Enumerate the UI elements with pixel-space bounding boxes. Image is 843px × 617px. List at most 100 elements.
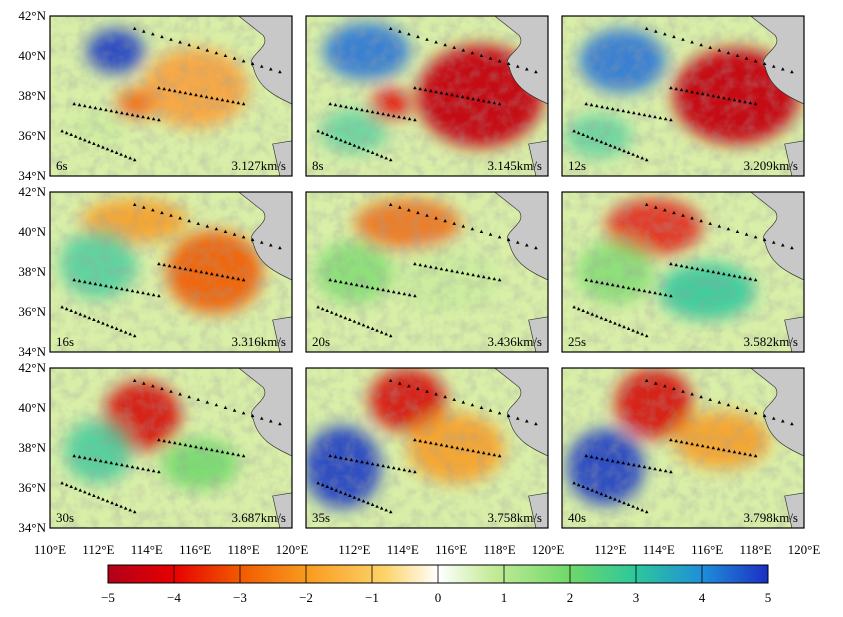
station-marker bbox=[205, 48, 210, 52]
lat-label: 40°N bbox=[18, 48, 46, 63]
colorbar-tick-label: −4 bbox=[167, 590, 181, 605]
period-label: 8s bbox=[312, 158, 324, 173]
station-marker bbox=[632, 111, 636, 115]
station-marker bbox=[711, 270, 716, 274]
station-marker bbox=[434, 40, 438, 44]
station-marker bbox=[360, 284, 364, 288]
station-marker bbox=[375, 328, 379, 332]
station-marker bbox=[402, 292, 407, 296]
station-marker bbox=[492, 277, 497, 281]
station-marker bbox=[269, 67, 273, 71]
station-marker bbox=[397, 205, 402, 209]
station-marker bbox=[93, 458, 98, 462]
station-marker bbox=[590, 136, 595, 140]
station-marker bbox=[679, 264, 684, 268]
station-marker bbox=[69, 308, 73, 312]
station-marker bbox=[160, 386, 164, 391]
station-marker bbox=[416, 386, 420, 391]
terrain-relief bbox=[306, 368, 548, 528]
station-marker bbox=[370, 326, 375, 330]
station-marker bbox=[439, 443, 444, 447]
station-marker bbox=[594, 490, 599, 494]
lon-label: 118°E bbox=[227, 542, 260, 557]
station-marker bbox=[231, 452, 235, 456]
station-marker bbox=[105, 499, 110, 503]
station-marker bbox=[72, 454, 76, 458]
station-marker bbox=[354, 283, 359, 287]
station-marker bbox=[621, 285, 626, 289]
station-marker bbox=[132, 202, 137, 206]
station-marker bbox=[120, 287, 124, 291]
station-marker bbox=[349, 106, 354, 110]
colorbar-tick-label: 0 bbox=[434, 590, 442, 605]
station-marker bbox=[69, 132, 73, 136]
station-marker bbox=[443, 219, 447, 223]
station-marker bbox=[461, 400, 466, 404]
station-marker bbox=[781, 243, 785, 247]
station-marker bbox=[132, 158, 137, 162]
station-marker bbox=[349, 282, 354, 286]
station-marker bbox=[87, 140, 92, 144]
station-marker bbox=[487, 276, 491, 280]
station-marker bbox=[748, 101, 753, 105]
station-marker bbox=[672, 210, 676, 215]
station-marker bbox=[316, 481, 320, 485]
station-marker bbox=[581, 484, 585, 488]
sea-area bbox=[272, 140, 292, 176]
station-marker bbox=[726, 51, 731, 55]
station-marker bbox=[194, 269, 198, 273]
station-marker bbox=[123, 154, 128, 158]
station-marker bbox=[663, 469, 668, 473]
map-panel: 25s 3.582km/s bbox=[561, 191, 805, 353]
station-marker bbox=[205, 400, 210, 404]
station-marker bbox=[87, 492, 92, 496]
station-marker bbox=[141, 467, 145, 471]
station-marker bbox=[87, 316, 92, 320]
station-marker bbox=[642, 465, 647, 469]
lon-label: 112°E bbox=[594, 542, 627, 557]
station-marker bbox=[674, 263, 678, 267]
station-marker bbox=[225, 99, 230, 103]
station-marker bbox=[320, 131, 325, 135]
station-marker bbox=[416, 34, 420, 39]
station-marker bbox=[644, 158, 649, 162]
station-marker bbox=[278, 246, 282, 250]
sea-area bbox=[494, 16, 548, 105]
station-marker bbox=[384, 156, 388, 160]
station-marker bbox=[269, 419, 273, 423]
station-marker bbox=[338, 314, 343, 318]
sea-area bbox=[238, 192, 292, 281]
station-marker bbox=[178, 442, 182, 446]
station-marker bbox=[160, 34, 164, 39]
station-marker bbox=[360, 108, 364, 112]
station-marker bbox=[96, 319, 101, 323]
station-marker bbox=[241, 278, 246, 282]
station-marker bbox=[391, 290, 396, 294]
station-marker bbox=[439, 91, 444, 95]
station-marker bbox=[690, 216, 694, 220]
station-marker bbox=[423, 88, 428, 92]
station-marker bbox=[93, 106, 98, 110]
station-marker bbox=[110, 149, 114, 153]
station-marker bbox=[466, 448, 470, 452]
station-marker bbox=[450, 445, 454, 449]
station-marker bbox=[716, 95, 721, 99]
station-marker bbox=[589, 279, 594, 283]
station-marker bbox=[104, 108, 108, 112]
lat-label: 36°N bbox=[18, 128, 46, 143]
station-marker bbox=[92, 317, 96, 321]
station-marker bbox=[632, 287, 636, 291]
station-marker bbox=[215, 97, 219, 101]
station-marker bbox=[210, 448, 214, 452]
station-marker bbox=[110, 501, 114, 505]
station-marker bbox=[77, 103, 82, 107]
station-marker bbox=[386, 289, 391, 293]
station-marker bbox=[621, 461, 626, 465]
station-marker bbox=[708, 45, 713, 49]
station-marker bbox=[157, 118, 161, 122]
station-marker bbox=[492, 101, 497, 105]
terrain-relief bbox=[306, 192, 548, 352]
station-marker bbox=[572, 129, 576, 133]
station-marker bbox=[64, 483, 69, 487]
lon-label: 114°E bbox=[642, 542, 675, 557]
